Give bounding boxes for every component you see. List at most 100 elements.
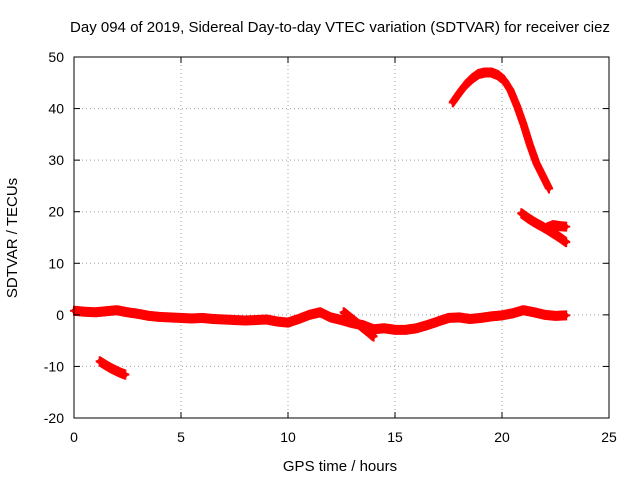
series-peak-arc: [448, 67, 554, 194]
data-point: [285, 320, 291, 326]
data-point: [469, 76, 475, 82]
data-point: [553, 313, 558, 319]
data-point: [557, 235, 563, 240]
data-point: [178, 315, 184, 321]
data-point: [501, 77, 507, 83]
data-point: [518, 210, 524, 216]
y-tick-label: 20: [48, 204, 64, 220]
x-tick-label: 15: [387, 429, 403, 445]
y-tick-label: 30: [48, 152, 64, 168]
data-point: [538, 223, 544, 229]
series-low-segment: [95, 356, 130, 380]
data-point: [544, 225, 550, 231]
data-point: [210, 316, 216, 322]
data-point: [360, 325, 366, 331]
y-axis-label: SDTVAR / TECUs: [4, 178, 21, 298]
data-point: [527, 142, 533, 148]
data-point: [274, 319, 280, 325]
data-point: [317, 309, 323, 315]
data-point: [514, 103, 520, 109]
tick-layer: 0 5 10 15 20 25 -20 -10 0 10 20 30 40 50: [44, 49, 617, 445]
data-point: [550, 230, 556, 236]
data-point: [531, 309, 537, 315]
data-point: [232, 317, 237, 323]
series-branch-13h: [339, 307, 378, 342]
data-point: [381, 325, 387, 331]
data-point: [306, 312, 312, 318]
data-point: [371, 334, 377, 340]
data-point: [520, 121, 526, 127]
data-point: [424, 322, 430, 328]
data-point: [125, 309, 130, 315]
data-point: [413, 325, 419, 331]
data-point: [520, 307, 526, 313]
data-point: [475, 71, 481, 77]
data-point: [510, 310, 516, 316]
data-point: [563, 312, 569, 318]
data-point: [499, 312, 505, 318]
x-axis-label: GPS time / hours: [283, 458, 397, 475]
data-point: [450, 99, 456, 105]
y-tick-label: 10: [48, 255, 64, 271]
data-point: [563, 224, 569, 230]
data-point: [82, 309, 88, 315]
y-tick-label: 50: [48, 49, 64, 65]
y-tick-label: -20: [44, 410, 64, 426]
data-point: [97, 358, 103, 364]
plot-frame: [73, 56, 610, 419]
data-point: [353, 320, 359, 326]
data-point: [264, 316, 270, 322]
data-point: [135, 311, 141, 317]
data-point: [557, 223, 563, 229]
data-point: [488, 69, 494, 75]
data-point: [110, 366, 116, 372]
data-point: [92, 309, 98, 315]
x-tick-label: 10: [280, 429, 296, 445]
y-tick-label: -10: [44, 358, 64, 374]
data-point: [253, 317, 259, 323]
data-point: [199, 315, 205, 321]
data-point: [456, 90, 462, 96]
data-point: [392, 327, 398, 333]
data-point: [542, 312, 548, 318]
grid-layer: [74, 57, 609, 418]
x-tick-label: 20: [494, 429, 510, 445]
data-point: [446, 315, 451, 321]
data-point: [488, 313, 494, 319]
data-point: [242, 318, 248, 324]
data-point: [482, 69, 488, 75]
y-tick-label: 0: [56, 307, 64, 323]
chart-title: Day 094 of 2019, Sidereal Day-to-day VTE…: [70, 19, 610, 36]
data-layer: [70, 67, 571, 380]
data-point: [103, 308, 109, 314]
series-main-track: [70, 305, 571, 335]
data-point: [495, 72, 501, 78]
data-point: [296, 316, 302, 322]
data-point: [533, 160, 539, 166]
data-point: [347, 314, 353, 320]
data-point: [550, 222, 556, 228]
data-point: [341, 309, 347, 315]
data-point: [103, 362, 109, 368]
data-point: [116, 369, 122, 375]
data-point: [563, 239, 569, 245]
data-point: [189, 315, 195, 321]
data-point: [525, 215, 531, 221]
data-point: [122, 372, 128, 378]
data-point: [463, 82, 469, 88]
data-point: [339, 317, 344, 323]
data-point: [546, 186, 552, 192]
data-point: [366, 330, 372, 336]
data-point: [221, 316, 227, 322]
data-point: [157, 314, 163, 320]
data-point: [531, 219, 537, 225]
data-point: [456, 314, 462, 320]
data-point: [328, 314, 334, 320]
data-point: [435, 319, 441, 325]
x-tick-label: 0: [70, 429, 78, 445]
data-point: [146, 313, 152, 319]
data-point: [467, 316, 473, 322]
